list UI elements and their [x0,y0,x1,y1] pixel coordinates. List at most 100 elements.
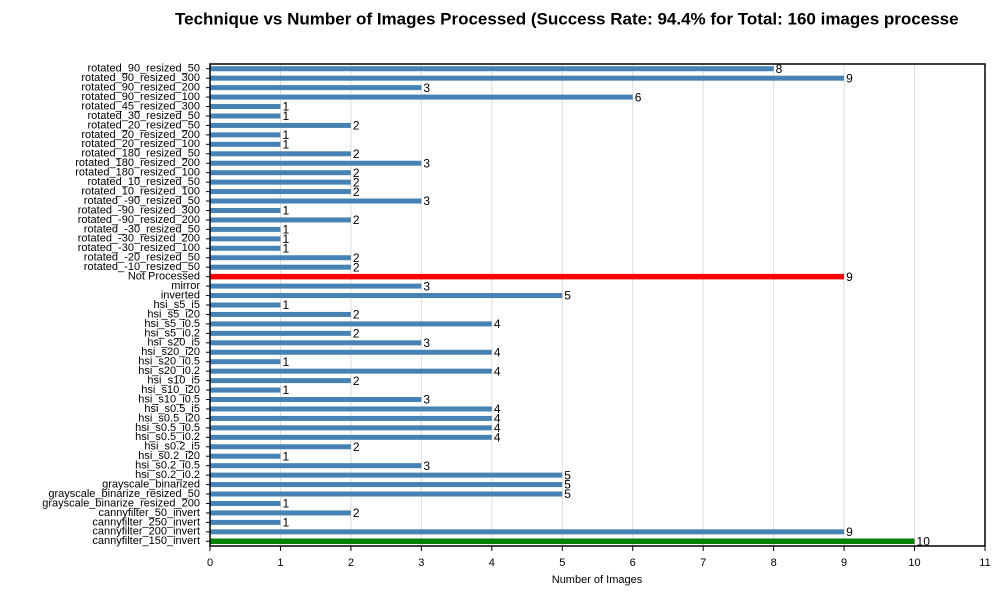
bar [210,160,422,166]
value-label: 2 [353,440,360,454]
bar [210,415,492,421]
bar [210,273,845,280]
y-tick-label: hsi_s20_i5 [147,337,200,349]
y-tick-label: rotated_20_resized_200 [81,129,200,141]
value-label: 3 [423,336,430,350]
x-tick-label: 4 [489,557,495,569]
y-tick-label: inverted [161,289,200,301]
y-tick-label: hsi_s5_i0.5 [144,318,200,330]
y-tick-label: hsi_s5_i5 [154,299,200,311]
y-tick-label: hsi_s5_i20 [147,308,200,320]
y-tick-label: rotated_20_resized_100 [81,138,200,150]
y-tick-label: hsi_s0.2_i20 [138,450,200,462]
y-tick-label: rotated_90_resized_300 [81,72,200,84]
plot-frame [209,63,986,547]
value-label: 5 [564,468,571,482]
x-axis-label: Number of Images [552,574,643,586]
value-label: 2 [353,327,360,341]
y-tick-label: hsi_s10_i5 [147,375,200,387]
y-tick-label: hsi_s10_i0.5 [138,393,200,405]
value-label: 4 [494,421,501,435]
y-tick-label: hsi_s0.5_i5 [144,403,200,415]
y-tick-label: grayscale_binarize_resized_200 [42,497,200,509]
bar [210,491,563,497]
y-tick-label: rotated_180_resized_50 [81,148,200,160]
value-label: 3 [423,459,430,473]
y-tick-label: grayscale_binarized [102,478,200,490]
bar [210,463,422,469]
value-label: 2 [353,119,360,133]
value-label: 1 [282,383,289,397]
chart-title: Technique vs Number of Images Processed … [175,9,959,28]
bar [210,179,351,185]
value-label: 1 [282,223,289,237]
bar [210,66,774,72]
value-label: 2 [353,260,360,274]
bar [210,85,422,91]
bar [210,236,281,242]
value-label: 4 [494,430,501,444]
value-label: 2 [353,185,360,199]
y-tick-label: rotated_-20_resized_50 [84,252,200,264]
value-label: 3 [423,393,430,407]
bar [210,434,492,440]
bar [210,453,281,459]
value-label: 2 [353,506,360,520]
y-tick-label: rotated_30_resized_50 [87,110,200,122]
y-tick-label: rotated_-90_resized_200 [78,214,200,226]
value-label: 1 [282,128,289,142]
x-tick-label: 0 [207,557,213,569]
value-label: 1 [282,497,289,511]
value-label: 4 [494,345,501,359]
y-tick-label: rotated_90_resized_100 [81,91,200,103]
bar [210,538,915,545]
bar [210,472,563,478]
y-tick-label: rotated_-10_resized_50 [84,261,200,273]
y-tick-label: rotated_45_resized_300 [81,100,200,112]
bar [210,75,845,81]
bar [210,359,281,365]
value-label: 3 [423,156,430,170]
x-tick-label: 7 [700,557,706,569]
y-tick-label: hsi_s0.5_i20 [138,412,200,424]
value-label: 2 [353,251,360,265]
value-label: 3 [423,81,430,95]
value-label: 1 [282,100,289,114]
y-tick-label: hsi_s10_i20 [141,384,200,396]
bar [210,482,563,488]
bar [210,378,351,384]
value-label: 1 [282,204,289,218]
y-tick-label: rotated_-90_resized_50 [84,195,200,207]
bar [210,340,422,346]
bar [210,283,422,289]
value-label: 2 [353,308,360,322]
value-label: 4 [494,364,501,378]
value-label: 10 [917,534,931,548]
y-tick-label: mirror [171,280,200,292]
x-tick-label: 8 [771,557,777,569]
x-tick-label: 9 [841,557,847,569]
bar [210,217,351,223]
bar [210,170,351,176]
bar [210,141,281,147]
x-tick-label: 6 [630,557,636,569]
value-label: 1 [282,241,289,255]
value-label: 3 [423,279,430,293]
y-tick-label: hsi_s0.2_i0.2 [135,469,200,481]
bar [210,293,563,299]
x-tick-label: 5 [559,557,565,569]
value-label: 5 [564,289,571,303]
x-tick-label: 10 [908,557,920,569]
bar [210,510,351,516]
bar [210,94,633,100]
y-tick-label: hsi_s20_i20 [141,346,200,358]
value-label: 2 [353,147,360,161]
value-label: 4 [494,412,501,426]
bar [210,104,281,110]
value-label: 2 [353,213,360,227]
y-tick-label: rotated_-30_resized_100 [78,242,200,254]
bar [210,198,422,204]
value-label: 9 [846,71,853,85]
y-tick-label: hsi_s0.5_i0.5 [135,422,200,434]
